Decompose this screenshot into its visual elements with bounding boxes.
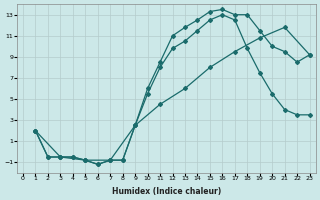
X-axis label: Humidex (Indice chaleur): Humidex (Indice chaleur) <box>112 187 221 196</box>
